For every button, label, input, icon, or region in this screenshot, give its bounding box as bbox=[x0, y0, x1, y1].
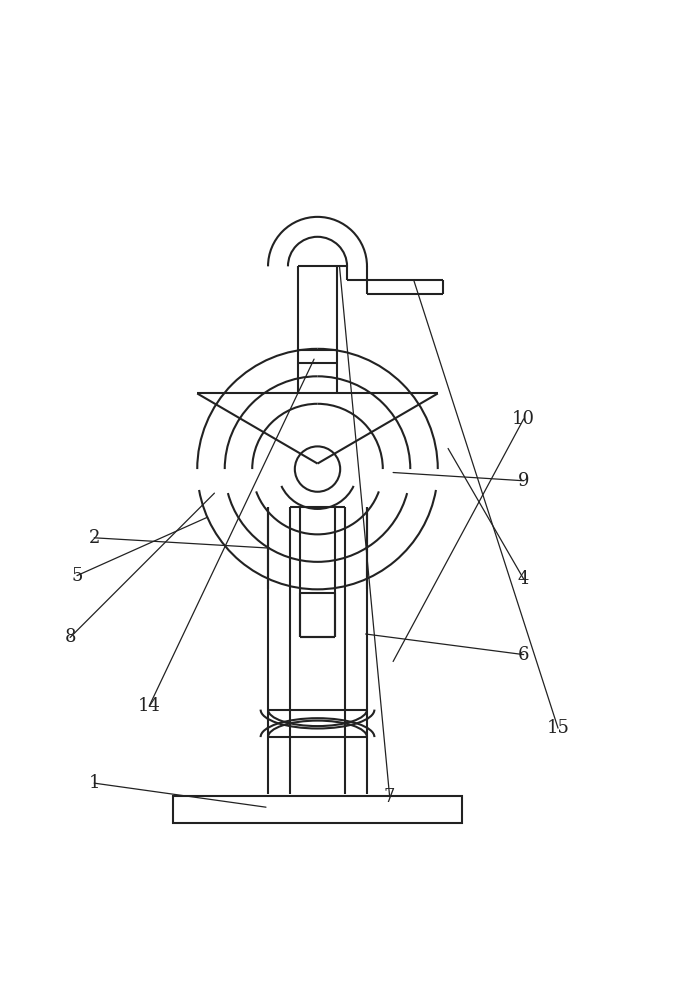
Text: 2: 2 bbox=[88, 529, 100, 547]
Text: 14: 14 bbox=[138, 697, 161, 715]
Text: 7: 7 bbox=[384, 788, 395, 806]
Text: 15: 15 bbox=[546, 719, 569, 737]
Text: 5: 5 bbox=[71, 567, 83, 585]
Text: 10: 10 bbox=[512, 410, 535, 428]
Text: 9: 9 bbox=[518, 472, 529, 490]
Text: 8: 8 bbox=[64, 628, 76, 646]
Bar bbox=[173, 796, 462, 823]
Text: 1: 1 bbox=[88, 774, 100, 792]
Text: 6: 6 bbox=[518, 646, 529, 664]
Text: 4: 4 bbox=[518, 570, 529, 588]
